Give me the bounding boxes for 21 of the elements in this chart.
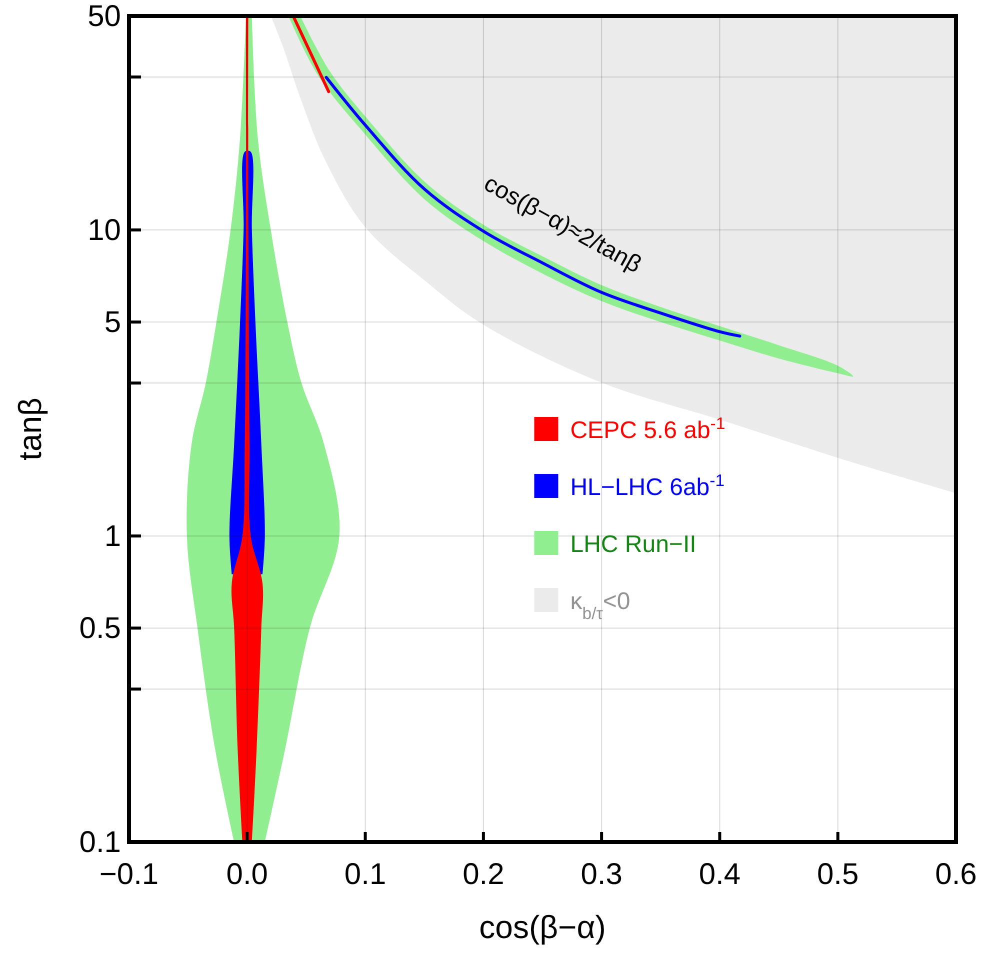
legend-label: LHC Run−II [570,531,696,558]
x-tick-label: 0.5 [817,858,859,891]
x-axis-title: cos(β−α) [479,909,606,945]
line-series [324,76,742,338]
x-tick-label: 0.0 [226,858,268,891]
y-axis-title: tanβ [12,398,48,460]
x-tick-label: 0.3 [580,858,622,891]
y-tick-label: 1 [104,520,121,553]
legend-label: CEPC 5.6 ab$^{-1}$ [570,414,726,444]
legend-label: HL−LHC 6ab$^{-1}$ [570,470,725,501]
x-tick-label: 0.4 [698,858,741,891]
x-tick-label: −0.1 [99,858,159,891]
y-tick-label: 0.5 [79,612,121,646]
x-tick-label: 0.6 [935,858,977,891]
y-tick-label: 50 [88,0,121,33]
y-tick-label: 0.1 [79,826,121,859]
x-tick-label: 0.2 [462,858,504,891]
x-tick-label: 0.1 [344,858,386,891]
y-tick-label: 5 [104,306,121,340]
y-tick-label: 10 [88,214,121,247]
legend-label: κ$_{b/τ}$<0 [570,588,630,622]
